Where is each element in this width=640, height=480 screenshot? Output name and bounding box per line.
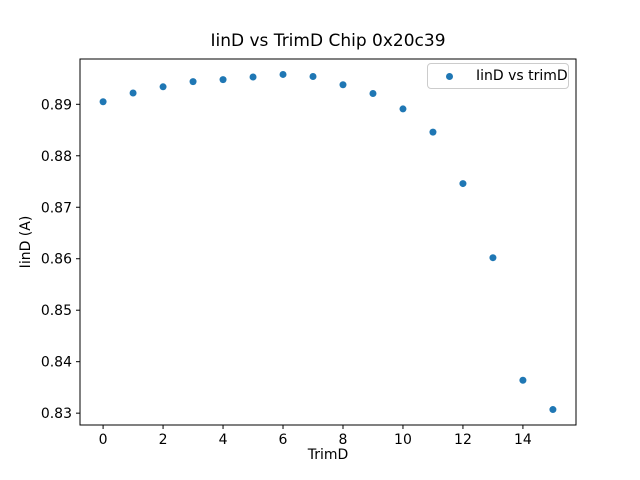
x-axis-tick-label: 12	[454, 432, 472, 448]
y-axis-tick-label: 0.84	[41, 355, 72, 371]
x-axis-tick-label: 2	[159, 432, 168, 448]
y-axis-tick-label: 0.88	[41, 149, 72, 165]
legend: IinD vs trimD	[427, 63, 569, 89]
chart-title: IinD vs TrimD Chip 0x20c39	[210, 31, 446, 51]
y-axis-label: IinD (A)	[18, 215, 34, 269]
data-point	[339, 81, 347, 89]
data-point	[159, 83, 167, 91]
y-axis-tick-label: 0.89	[41, 97, 72, 113]
x-axis-tick-label: 10	[394, 432, 412, 448]
data-point	[279, 70, 287, 78]
data-point	[249, 73, 257, 81]
data-point	[309, 73, 317, 81]
data-point	[489, 254, 497, 262]
data-point	[399, 105, 407, 113]
data-point	[459, 180, 467, 188]
y-axis-tick-label: 0.86	[41, 252, 72, 268]
data-point	[129, 89, 137, 97]
y-axis-tick-label: 0.85	[41, 303, 72, 319]
data-point	[219, 76, 227, 84]
y-axis-tick-label: 0.83	[41, 406, 72, 422]
data-point	[429, 128, 437, 136]
plot-area	[79, 58, 577, 426]
x-axis-label: TrimD	[307, 447, 349, 463]
x-axis-tick-label: 0	[99, 432, 108, 448]
data-point	[369, 89, 377, 97]
data-point	[519, 376, 527, 384]
x-axis-tick-label: 14	[514, 432, 532, 448]
legend-label: IinD vs trimD	[476, 68, 568, 84]
data-point	[549, 406, 557, 414]
y-axis-tick-label: 0.87	[41, 200, 72, 216]
data-point	[189, 78, 197, 86]
legend-marker-dot	[446, 72, 453, 80]
x-axis-tick-label: 6	[279, 432, 288, 448]
x-axis-tick-label: 8	[339, 432, 348, 448]
x-axis-tick-label: 4	[219, 432, 228, 448]
data-point	[99, 98, 107, 106]
